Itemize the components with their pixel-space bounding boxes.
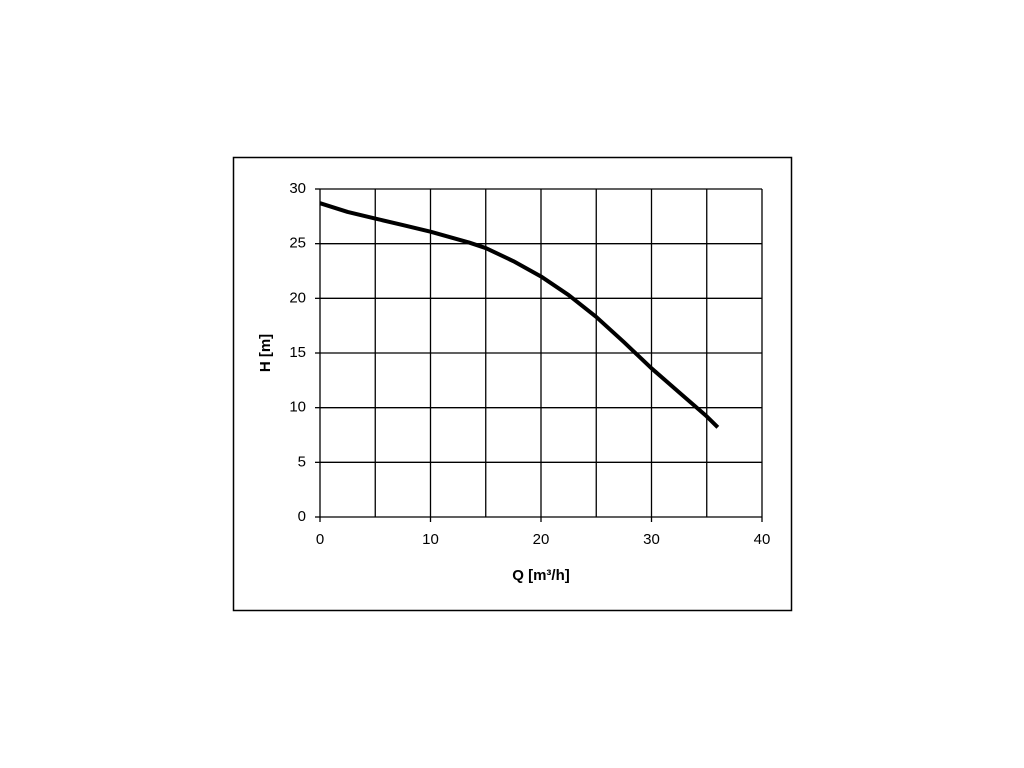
y-tick-label: 10 bbox=[289, 399, 306, 416]
y-tick-label: 25 bbox=[289, 235, 306, 252]
line-series bbox=[319, 201, 720, 429]
x-tick-label: 40 bbox=[754, 531, 771, 548]
y-tick-label: 0 bbox=[298, 508, 306, 525]
chart-frame bbox=[232, 156, 793, 612]
y-tick-label: 15 bbox=[289, 344, 306, 361]
x-tick-label: 10 bbox=[422, 531, 439, 548]
y-tick-label: 30 bbox=[289, 180, 306, 197]
y-axis-label: H [m] bbox=[257, 334, 274, 372]
x-tick-label: 20 bbox=[533, 531, 550, 548]
x-tick-label: 0 bbox=[316, 531, 324, 548]
y-tick-label: 20 bbox=[289, 289, 306, 306]
x-axis-label: Q [m³/h] bbox=[512, 567, 570, 584]
y-tick-label: 5 bbox=[298, 453, 306, 470]
x-tick-label: 30 bbox=[643, 531, 660, 548]
